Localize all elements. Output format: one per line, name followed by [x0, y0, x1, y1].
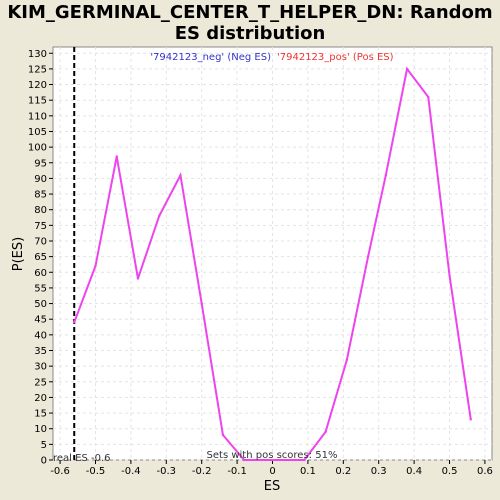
x-tick-label: 0.5	[442, 466, 458, 477]
y-tick-label: 125	[28, 64, 47, 75]
x-tick-label: 0.1	[300, 466, 316, 477]
data-point	[405, 67, 409, 71]
real-es-label: real ES -0.6	[53, 453, 111, 464]
data-point	[345, 358, 349, 362]
y-tick-label: 105	[28, 127, 47, 138]
data-point	[136, 277, 140, 280]
x-axis-title: ES	[264, 479, 280, 494]
data-point	[366, 255, 370, 258]
x-tick-label: -0.5	[86, 466, 106, 477]
y-tick-label: 70	[34, 236, 47, 247]
data-point	[303, 458, 306, 462]
legend-neg-label: '7942123_neg' (Neg ES)	[150, 52, 271, 63]
data-point	[469, 418, 472, 421]
y-tick-label: 40	[34, 330, 47, 341]
y-tick-label: 75	[34, 221, 47, 232]
data-point	[179, 174, 182, 177]
y-axis-ticks: 0 5 10 15 20 25 30 35 40 45 50 55 60 65 70 75 80 85 90 95 10…	[28, 49, 53, 467]
x-tick-label: 0.2	[335, 466, 351, 477]
legend-pos-label: '7942123_pos' (Pos ES)	[277, 52, 394, 63]
x-tick-label: 0	[269, 466, 275, 477]
data-point	[200, 302, 203, 305]
data-point	[158, 214, 161, 218]
data-point	[94, 264, 97, 268]
data-point	[242, 458, 246, 462]
y-tick-label: 100	[28, 143, 47, 154]
x-tick-label: 0.3	[371, 466, 387, 477]
pos-scores-annotation: Sets with pos scores: 51%	[207, 450, 338, 461]
data-point	[427, 95, 430, 99]
y-tick-label: 90	[34, 174, 47, 185]
y-tick-label: 130	[28, 49, 47, 60]
y-tick-label: 10	[34, 424, 47, 435]
data-point	[115, 155, 118, 158]
grid-lines	[53, 47, 492, 461]
y-tick-label: 30	[34, 362, 47, 373]
x-axis-ticks: -0.6 -0.5 -0.4 -0.3 -0.2 -0.1 0 0.1 0.2 0.3 0.4 0.5…	[50, 460, 493, 477]
y-tick-label: 60	[34, 268, 47, 279]
y-tick-label: 0	[41, 456, 47, 467]
y-tick-label: 20	[34, 393, 47, 404]
y-tick-label: 115	[28, 96, 47, 107]
y-tick-label: 5	[41, 440, 47, 451]
y-tick-label: 35	[34, 346, 47, 357]
data-point	[221, 433, 225, 437]
x-tick-label: -0.2	[192, 466, 212, 477]
y-tick-label: 55	[34, 283, 47, 294]
y-axis-title: P(ES)	[11, 237, 26, 271]
series-line	[73, 66, 472, 461]
chart-title: KIM_GERMINAL_CENTER_T_HELPER_DN: Random …	[7, 2, 493, 44]
y-tick-label: 110	[28, 111, 47, 122]
y-tick-label: 80	[34, 205, 47, 216]
series-points	[73, 67, 472, 462]
x-tick-label: -0.6	[50, 466, 70, 477]
data-point	[324, 430, 327, 434]
y-tick-label: 25	[34, 377, 47, 388]
data-point	[448, 274, 451, 277]
data-point	[73, 321, 76, 324]
y-tick-label: 45	[34, 315, 47, 326]
x-tick-label: 0.4	[406, 466, 422, 477]
x-tick-label: -0.4	[121, 466, 141, 477]
y-tick-label: 50	[34, 299, 47, 310]
y-tick-label: 120	[28, 80, 47, 91]
y-tick-label: 95	[34, 158, 47, 169]
data-point	[384, 174, 387, 177]
x-tick-label: -0.3	[157, 466, 177, 477]
y-tick-label: 15	[34, 409, 47, 420]
y-tick-label: 65	[34, 252, 47, 263]
y-tick-label: 85	[34, 190, 47, 201]
x-tick-label: -0.1	[227, 466, 247, 477]
x-tick-label: 0.6	[477, 466, 493, 477]
